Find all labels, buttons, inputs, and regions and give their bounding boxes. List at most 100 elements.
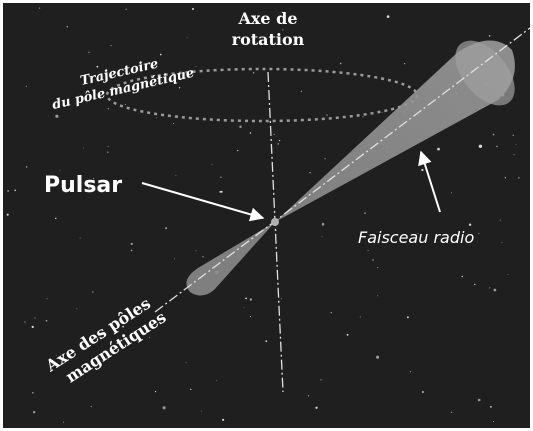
star bbox=[308, 395, 309, 396]
star bbox=[59, 170, 60, 171]
star bbox=[322, 223, 325, 226]
star bbox=[500, 220, 501, 221]
star bbox=[63, 422, 64, 423]
star bbox=[174, 258, 175, 259]
star bbox=[279, 140, 280, 141]
star bbox=[211, 164, 212, 165]
star bbox=[157, 118, 158, 119]
star bbox=[331, 312, 332, 313]
star bbox=[165, 227, 167, 229]
star bbox=[461, 276, 462, 277]
star bbox=[76, 308, 77, 309]
star bbox=[253, 72, 255, 74]
star bbox=[376, 356, 379, 359]
star bbox=[516, 144, 517, 145]
star bbox=[315, 407, 317, 409]
star bbox=[347, 334, 349, 336]
star bbox=[67, 26, 68, 27]
star bbox=[250, 298, 252, 300]
star bbox=[410, 371, 411, 372]
star bbox=[362, 116, 363, 117]
star bbox=[160, 54, 162, 56]
star bbox=[274, 134, 275, 135]
star bbox=[382, 112, 383, 113]
star bbox=[490, 406, 492, 408]
star bbox=[220, 177, 221, 178]
star bbox=[26, 166, 28, 168]
star bbox=[216, 380, 217, 381]
star bbox=[26, 86, 27, 87]
star bbox=[55, 115, 58, 118]
rotation-axis-label: rotation bbox=[232, 30, 305, 49]
star bbox=[131, 243, 133, 245]
star bbox=[107, 152, 108, 153]
star bbox=[493, 421, 494, 422]
star bbox=[377, 267, 378, 268]
pulsar-label: Pulsar bbox=[44, 173, 122, 198]
star bbox=[173, 123, 174, 124]
star bbox=[196, 66, 197, 67]
star bbox=[501, 242, 502, 243]
star bbox=[322, 236, 323, 237]
star bbox=[422, 391, 424, 393]
star bbox=[7, 214, 9, 216]
star bbox=[149, 337, 150, 338]
star bbox=[324, 158, 325, 159]
star bbox=[244, 307, 245, 308]
star bbox=[494, 289, 497, 292]
star bbox=[33, 411, 35, 413]
pulsar-diagram: Axe de rotation Trajectoire du pôle magn… bbox=[0, 0, 533, 431]
star bbox=[326, 114, 327, 115]
star bbox=[301, 91, 302, 92]
star bbox=[478, 233, 479, 234]
star bbox=[175, 175, 176, 176]
star bbox=[125, 9, 126, 10]
star bbox=[92, 291, 93, 292]
star bbox=[265, 340, 267, 342]
star bbox=[387, 15, 390, 18]
star bbox=[108, 146, 109, 147]
star bbox=[201, 411, 202, 412]
star bbox=[451, 412, 452, 413]
star bbox=[360, 316, 361, 317]
star bbox=[96, 66, 98, 68]
star bbox=[372, 259, 373, 260]
star bbox=[239, 125, 241, 127]
star bbox=[83, 148, 84, 149]
star bbox=[91, 406, 92, 407]
star bbox=[179, 87, 180, 88]
star bbox=[407, 316, 409, 318]
star bbox=[340, 63, 342, 65]
star bbox=[478, 399, 481, 402]
star bbox=[364, 212, 365, 213]
star bbox=[110, 45, 111, 46]
star bbox=[24, 321, 25, 322]
star bbox=[155, 391, 156, 392]
star bbox=[163, 406, 166, 409]
star bbox=[474, 284, 475, 285]
star bbox=[192, 8, 194, 10]
star bbox=[469, 223, 471, 225]
pulsar-star bbox=[271, 218, 279, 226]
star bbox=[404, 63, 405, 64]
star bbox=[14, 189, 16, 191]
star bbox=[34, 317, 35, 318]
star bbox=[108, 108, 109, 109]
star bbox=[451, 192, 452, 193]
star bbox=[250, 316, 251, 317]
star bbox=[377, 295, 378, 296]
star bbox=[190, 389, 191, 390]
star bbox=[46, 320, 48, 322]
rotation-axis-label: Axe de bbox=[237, 9, 297, 28]
star bbox=[186, 362, 187, 363]
star bbox=[489, 287, 490, 288]
star bbox=[518, 177, 519, 178]
star bbox=[250, 132, 251, 133]
star bbox=[125, 104, 126, 105]
star bbox=[55, 218, 56, 219]
star bbox=[245, 298, 247, 300]
star bbox=[508, 274, 509, 275]
star bbox=[479, 145, 482, 148]
star bbox=[47, 298, 48, 299]
star bbox=[32, 326, 34, 328]
